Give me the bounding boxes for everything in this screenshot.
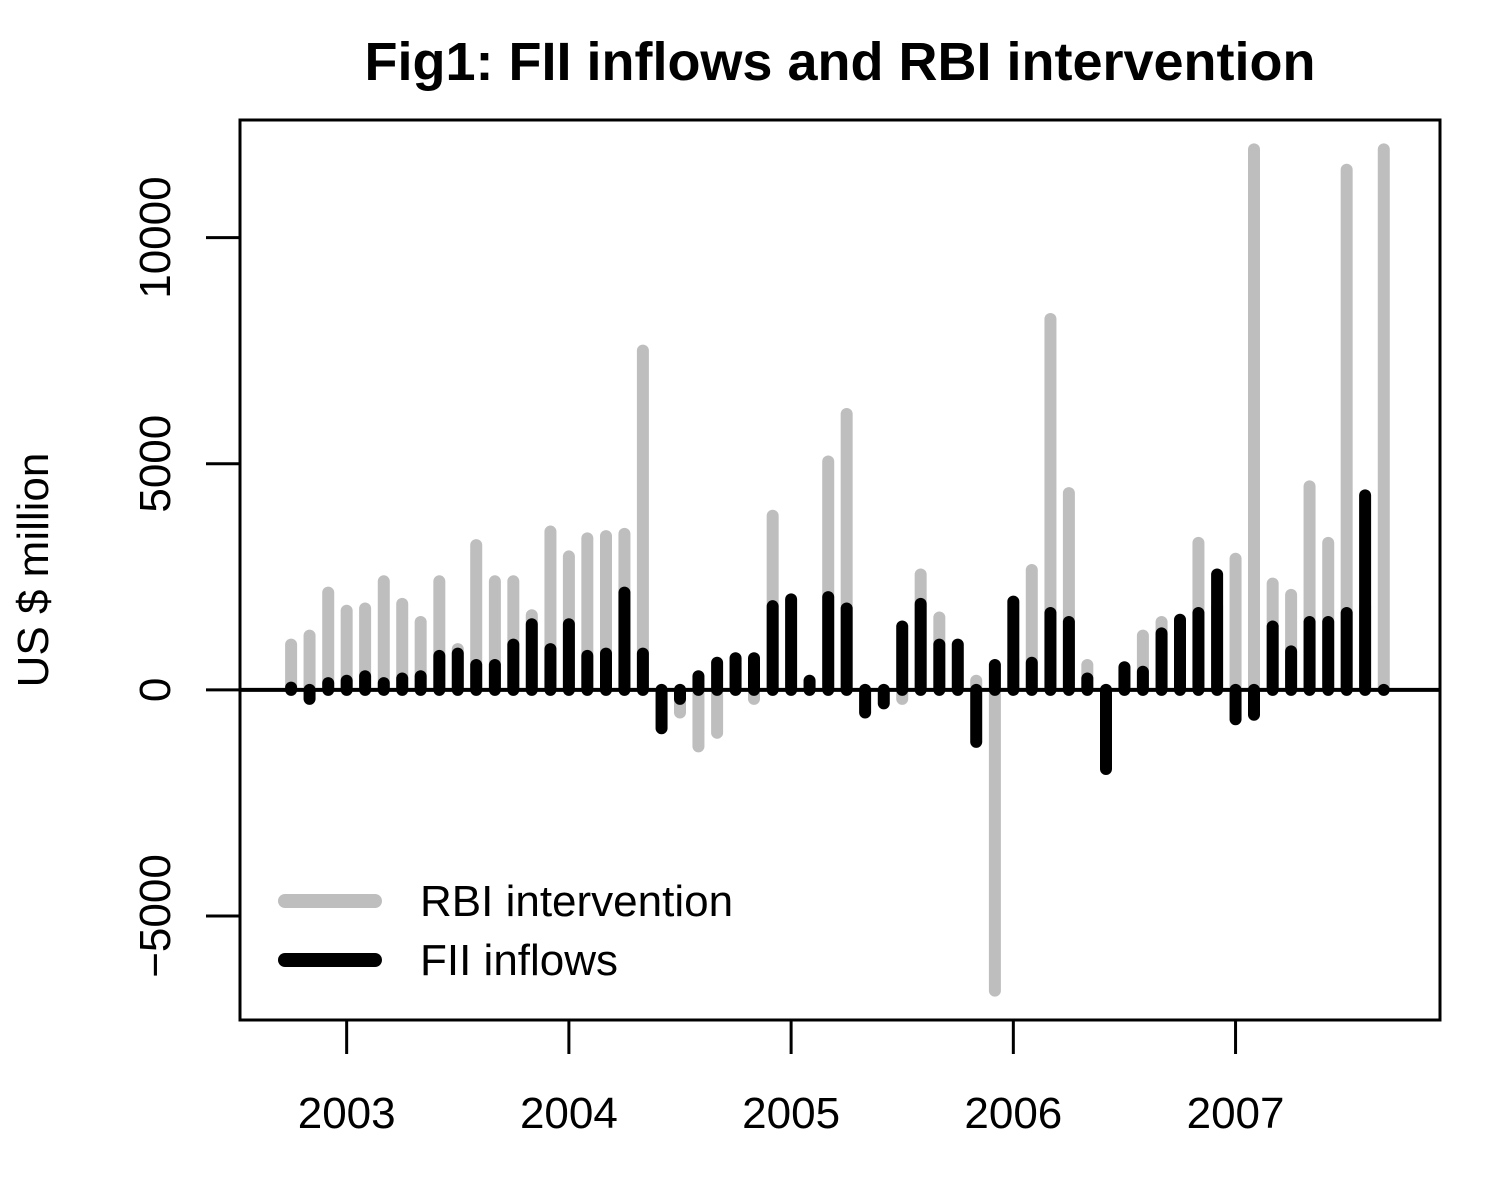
y-tick-label: −5000 — [131, 854, 180, 978]
y-axis-label: US $ million — [9, 453, 58, 688]
legend: RBI intervention FII inflows — [278, 877, 733, 985]
y-tick-label: 0 — [131, 678, 180, 702]
x-tick-label: 2003 — [298, 1089, 396, 1138]
x-tick-label: 2007 — [1187, 1089, 1285, 1138]
x-tick-label: 2004 — [520, 1089, 618, 1138]
fii-inflows-series — [285, 489, 1390, 775]
y-tick-label: 10000 — [131, 176, 180, 298]
legend-label-rbi-intervention: RBI intervention — [420, 877, 733, 926]
x-tick-label: 2005 — [742, 1089, 840, 1138]
y-tick-label: 5000 — [131, 415, 180, 513]
x-axis: 2003 2004 2005 2006 2007 — [298, 1018, 1285, 1138]
legend-label-fii-inflows: FII inflows — [420, 936, 618, 985]
x-tick-label: 2006 — [964, 1089, 1062, 1138]
y-axis: −5000 0 5000 10000 — [131, 176, 242, 978]
chart-title: Fig1: FII inflows and RBI intervention — [364, 32, 1315, 92]
